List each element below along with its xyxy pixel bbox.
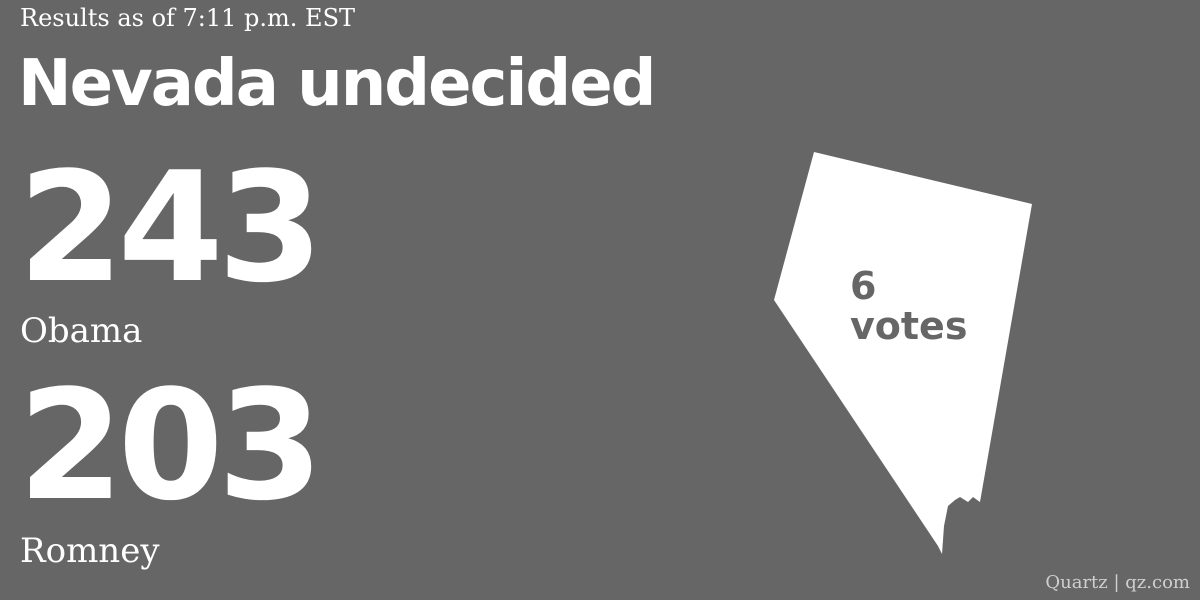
romney-candidate-label: Romney — [20, 531, 160, 571]
romney-electoral-votes: 203 — [18, 357, 323, 534]
obama-electoral-votes: 243 — [18, 139, 323, 316]
results-timestamp: Results as of 7:11 p.m. EST — [20, 4, 356, 32]
headline: Nevada undecided — [18, 47, 656, 121]
state-electoral-votes: 6 votes — [850, 266, 967, 346]
state-votes-number: 6 — [850, 264, 877, 308]
nevada-outline — [774, 152, 1032, 554]
obama-candidate-label: Obama — [20, 311, 143, 351]
state-votes-label: votes — [850, 304, 968, 348]
source-credit: Quartz | qz.com — [1045, 572, 1190, 593]
nevada-state-map — [774, 152, 1032, 554]
